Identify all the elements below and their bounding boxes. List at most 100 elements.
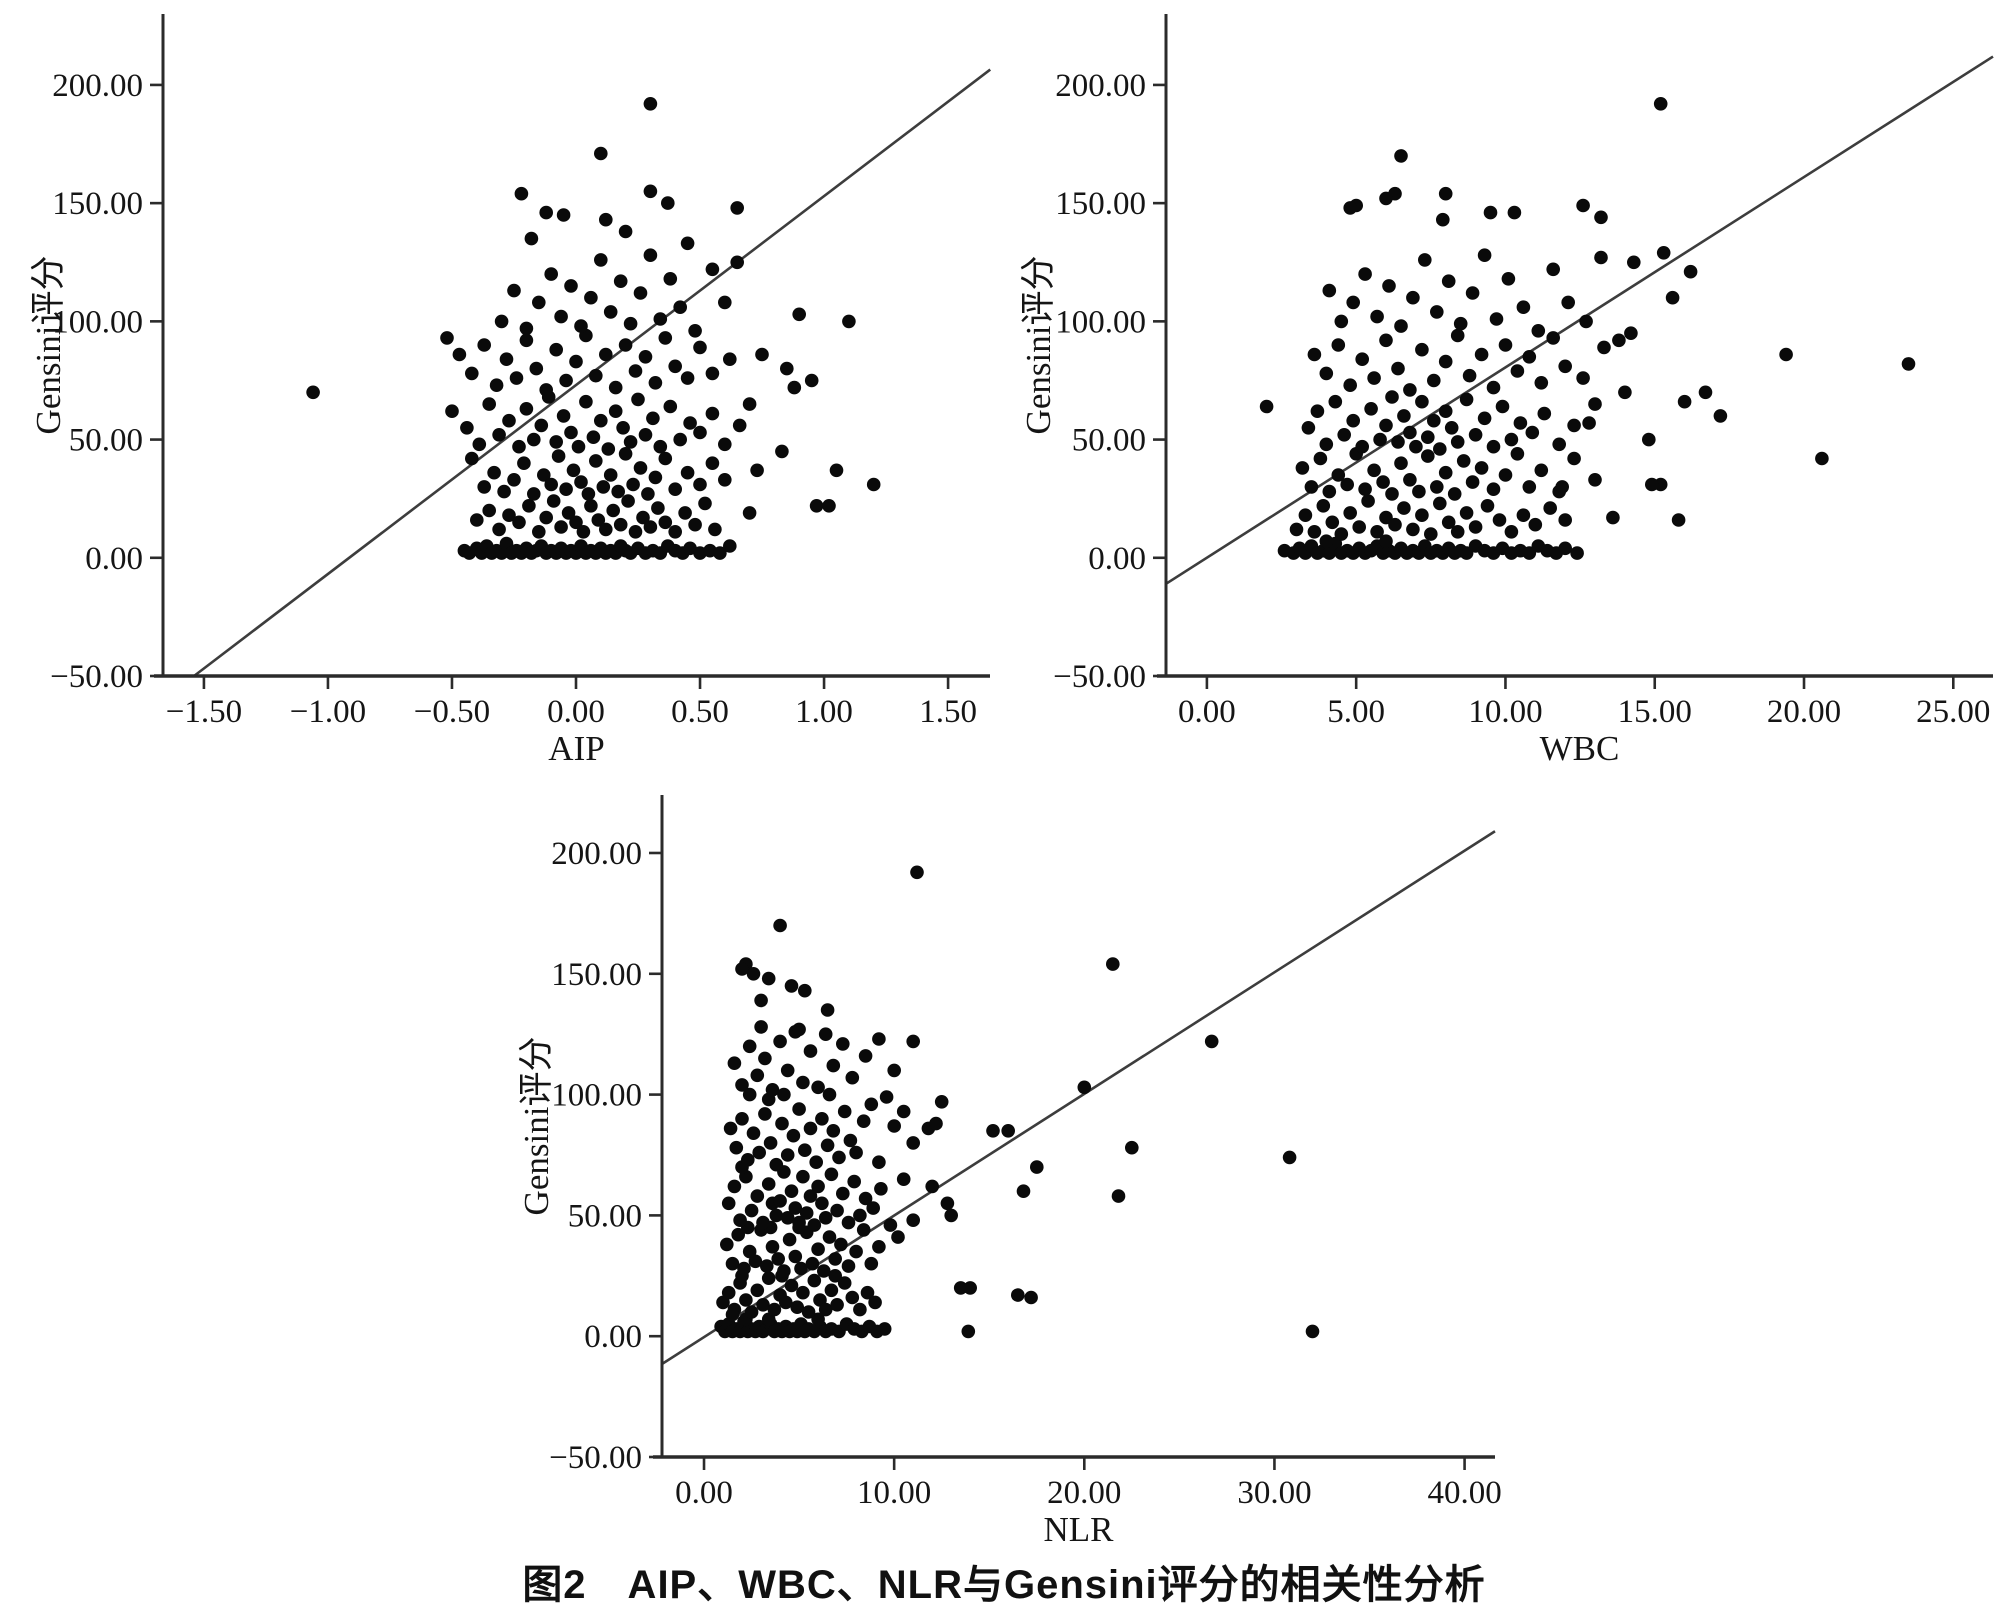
data-point (849, 1145, 863, 1160)
data-point (874, 1182, 888, 1196)
data-point (883, 1218, 898, 1232)
data-point (1510, 447, 1525, 461)
data-point (1450, 435, 1465, 449)
data-point (780, 1211, 795, 1225)
data-point (803, 1044, 818, 1058)
data-point (811, 1179, 825, 1194)
data-point (651, 501, 665, 515)
data-point (623, 316, 638, 331)
data-point (1653, 97, 1668, 111)
y-tick-label: 150.00 (52, 186, 143, 222)
data-point (822, 499, 836, 513)
data-point (775, 1116, 789, 1131)
data-point (755, 347, 769, 362)
data-point (803, 1121, 818, 1136)
data-point (1624, 326, 1638, 341)
data-point (1424, 527, 1438, 541)
data-point (1713, 409, 1728, 423)
data-point (1331, 468, 1346, 482)
data-point (618, 447, 633, 461)
data-point (594, 253, 608, 267)
data-point (673, 432, 687, 447)
x-tick-label: 30.00 (1237, 1475, 1311, 1511)
data-point (1077, 1080, 1092, 1095)
data-point (752, 1145, 766, 1160)
data-point (723, 352, 737, 367)
data-point (1474, 347, 1489, 362)
data-point (847, 1174, 861, 1189)
data-point (698, 496, 712, 511)
data-point (796, 1285, 810, 1300)
data-point (549, 435, 563, 449)
data-point (680, 465, 695, 480)
x-tick-label: 0.50 (671, 694, 729, 730)
data-point (1492, 513, 1507, 527)
data-point (1594, 210, 1608, 225)
data-point (763, 1136, 778, 1150)
data-point (1355, 439, 1369, 454)
data-point (1379, 333, 1393, 348)
data-point (1495, 399, 1510, 414)
data-point (807, 1273, 822, 1288)
data-point (818, 1027, 833, 1041)
data-point (1304, 480, 1319, 494)
data-point (693, 425, 707, 440)
data-point (721, 1196, 736, 1211)
data-point (306, 385, 320, 400)
data-point (539, 205, 553, 220)
data-point (737, 1261, 751, 1276)
data-point (596, 480, 611, 494)
data-point (1645, 477, 1659, 492)
data-point (618, 338, 633, 352)
data-point (1570, 546, 1584, 560)
data-point (815, 1196, 829, 1211)
y-tick-label: 50.00 (1072, 423, 1146, 459)
data-point (1319, 534, 1334, 548)
data-point (829, 463, 844, 478)
data-point (519, 321, 534, 336)
data-point (779, 1295, 793, 1310)
data-point (1543, 501, 1557, 515)
data-point (539, 383, 553, 397)
data-point (828, 1252, 842, 1266)
data-point (1415, 508, 1429, 522)
data-point (1011, 1288, 1025, 1302)
data-point (1397, 501, 1411, 515)
data-point (633, 461, 648, 475)
data-point (532, 295, 546, 310)
data-point (482, 503, 497, 518)
y-tick-label: 100.00 (1055, 304, 1146, 340)
data-point (1522, 480, 1537, 494)
x-tick-label: 10.00 (1468, 694, 1542, 730)
data-point (1346, 295, 1360, 310)
data-point (574, 475, 588, 489)
data-point (705, 366, 720, 381)
data-point (1418, 253, 1432, 267)
data-point (822, 1230, 837, 1244)
data-point (688, 324, 702, 338)
data-point (811, 1242, 825, 1256)
data-point (896, 1172, 911, 1186)
data-point (754, 993, 768, 1008)
data-point (1665, 290, 1680, 305)
data-point (792, 1102, 806, 1116)
data-point (746, 1126, 761, 1140)
data-point (1289, 522, 1304, 537)
data-point (581, 487, 596, 501)
data-point (1307, 347, 1322, 362)
data-point (1525, 425, 1540, 440)
data-point (1444, 421, 1459, 435)
data-point (777, 1264, 791, 1278)
data-point (678, 506, 692, 520)
data-point (594, 413, 608, 428)
data-point (524, 231, 539, 246)
data-point (1343, 378, 1357, 393)
y-axis-title: Gensini评分 (1019, 256, 1058, 435)
data-point (773, 1194, 787, 1208)
data-point (944, 1208, 958, 1223)
data-point (1779, 347, 1793, 362)
data-point (780, 1148, 795, 1162)
data-point (482, 397, 497, 411)
data-point (841, 1259, 856, 1273)
